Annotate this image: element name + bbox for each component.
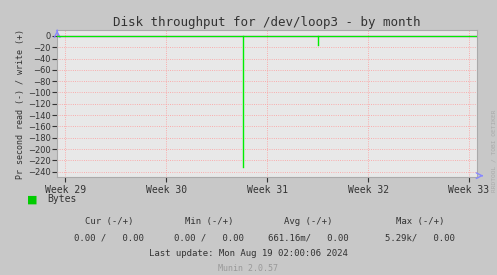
Text: Cur (-/+): Cur (-/+): [85, 217, 134, 226]
Text: 5.29k/   0.00: 5.29k/ 0.00: [385, 233, 455, 242]
Text: 0.00 /   0.00: 0.00 / 0.00: [75, 233, 144, 242]
Text: 0.00 /   0.00: 0.00 / 0.00: [174, 233, 244, 242]
Text: Max (-/+): Max (-/+): [396, 217, 444, 226]
Text: RRDTOOL / TOBI OETIKER: RRDTOOL / TOBI OETIKER: [491, 110, 496, 192]
Y-axis label: Pr second read (-) / write (+): Pr second read (-) / write (+): [16, 29, 25, 179]
Text: Avg (-/+): Avg (-/+): [284, 217, 332, 226]
Title: Disk throughput for /dev/loop3 - by month: Disk throughput for /dev/loop3 - by mont…: [113, 16, 421, 29]
Text: Munin 2.0.57: Munin 2.0.57: [219, 265, 278, 273]
Text: 661.16m/   0.00: 661.16m/ 0.00: [268, 233, 348, 242]
Text: Min (-/+): Min (-/+): [184, 217, 233, 226]
Text: Bytes: Bytes: [47, 194, 77, 204]
Text: Last update: Mon Aug 19 02:00:06 2024: Last update: Mon Aug 19 02:00:06 2024: [149, 249, 348, 258]
Text: ■: ■: [27, 194, 38, 204]
